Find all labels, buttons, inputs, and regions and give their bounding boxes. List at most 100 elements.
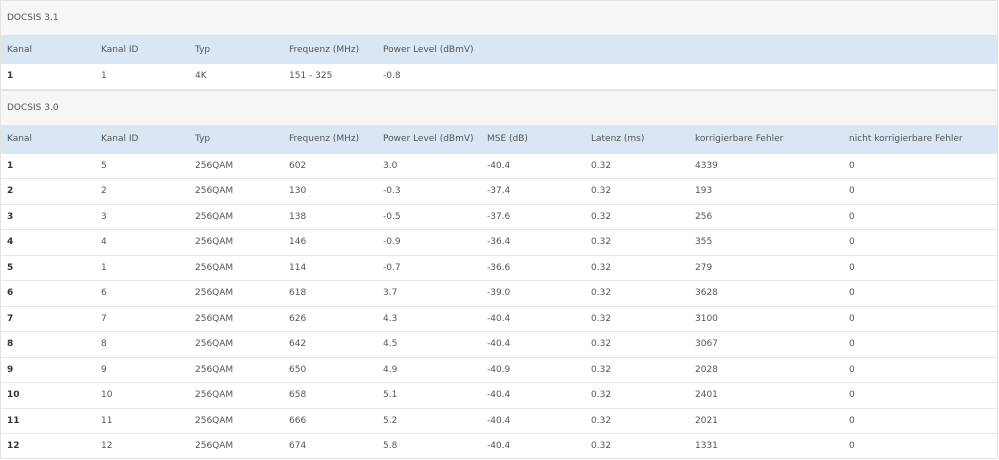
table-cell: 0 [849,160,855,171]
column-header: Power Level (dBmV) [383,134,474,144]
table-cell: 0.32 [591,415,612,426]
table-cell: 0.32 [591,160,612,171]
table-cell: 130 [289,186,307,197]
column-header: Power Level (dBmV) [383,44,474,55]
table-row: 10 10 256QAM 658 5.1 -40.4 0.32 2401 0 [1,383,997,409]
table-cell: 4.5 [383,339,398,350]
table-row: 1 1 4K 151 - 325 -0.8 [1,64,997,90]
column-header: korrigierbare Fehler [695,134,784,144]
header-row: Kanal Kanal ID Typ Frequenz (MHz) Power Leve… [1,36,997,64]
table-cell: -0.8 [383,71,401,82]
table-cell: 0.32 [591,186,612,197]
table-cell: 4 [101,237,107,248]
table-cell: 0 [849,186,855,197]
table-cell: 0 [849,237,855,248]
table-cell: 256QAM [195,262,234,273]
table-cell: -0.9 [383,237,401,248]
table-row: 9 9 256QAM 650 4.9 -40.9 0.32 2028 0 [1,358,997,383]
table-cell: 0 [849,415,855,426]
table-cell: 256QAM [195,441,234,452]
table-cell: 279 [695,262,713,273]
table-cell: -37.4 [487,186,511,197]
table-cell: 256QAM [195,390,234,401]
table-cell: 7 [7,313,14,324]
table-cell: -37.6 [487,211,511,222]
table-cell: 3.0 [383,160,398,171]
table-cell: 0 [849,390,855,401]
table-cell: 138 [289,211,307,222]
table-cell: 6 [7,288,14,299]
table-cell: 2 [7,186,14,197]
table-cell: 12 [7,441,20,452]
table-cell: -40.9 [487,364,511,375]
table-cell: 618 [289,288,307,299]
column-header: Kanal ID [101,44,139,55]
table-cell: 5.2 [383,415,398,426]
table-cell: 10 [7,390,20,401]
table-cell: 3100 [695,313,718,324]
table-cell: 2028 [695,364,718,375]
table-cell: 11 [101,415,113,426]
table-cell: 6 [101,288,107,299]
column-header: Kanal [7,134,32,144]
table-cell: 1331 [695,441,718,452]
table-cell: -40.4 [487,415,511,426]
table-cell: 602 [289,160,307,171]
column-header: Frequenz (MHz) [289,44,360,55]
table-cell: 4K [195,71,207,82]
table-cell: 4339 [695,160,718,171]
table-row: 11 11 256QAM 666 5.2 -40.4 0.32 2021 0 [1,409,997,434]
table-cell: 146 [289,237,307,248]
table-cell: 5.8 [383,441,398,452]
table-cell: 0 [849,262,855,273]
table-cell: 256QAM [195,313,234,324]
table-cell: -0.5 [383,211,401,222]
table-cell: -36.4 [487,237,511,248]
table-cell: 4.3 [383,313,398,324]
table-row: 12 12 256QAM 674 5.8 -40.4 0.32 1331 0 [1,434,997,458]
table-cell: 0 [849,313,855,324]
table-cell: 0.32 [591,441,612,452]
column-header: MSE (dB) [487,134,528,144]
table-cell: 642 [289,339,307,350]
section-title: DOCSIS 3.0 [1,89,997,126]
table-cell: 11 [7,415,20,426]
table-cell: -40.4 [487,441,511,452]
table-row: 4 4 256QAM 146 -0.9 -36.4 0.32 355 0 [1,230,997,256]
table-cell: 5 [101,160,107,171]
table-cell: -0.7 [383,262,401,273]
table-cell: 256QAM [195,339,234,350]
table-cell: 3 [101,211,107,222]
table-cell: 1 [7,160,14,171]
table-cell: 9 [101,364,107,375]
table-cell: -40.4 [487,390,511,401]
table-cell: 0 [849,288,855,299]
column-header: Frequenz (MHz) [289,134,360,144]
table-cell: 674 [289,441,307,452]
table-cell: 658 [289,390,307,401]
table-cell: 256QAM [195,415,234,426]
table-cell: -40.4 [487,339,511,350]
table-cell: 3628 [695,288,718,299]
table-cell: 0.32 [591,313,612,324]
table-cell: 0 [849,441,855,452]
table-row: 1 5 256QAM 602 3.0 -40.4 0.32 4339 0 [1,154,997,179]
column-header: Latenz (ms) [591,134,645,144]
table-cell: 3 [7,211,14,222]
table-cell: 2401 [695,390,718,401]
table-cell: 256QAM [195,364,234,375]
table-cell: 0.32 [591,211,612,222]
table-cell: 1 [101,262,107,273]
table-cell: 3.7 [383,288,398,299]
table-cell: 2021 [695,415,718,426]
table-cell: 0.32 [591,339,612,350]
table-cell: 0.32 [591,390,612,401]
table-cell: -40.4 [487,313,511,324]
table-cell: 0 [849,364,855,375]
table-cell: 0 [849,211,855,222]
table-cell: 10 [101,390,113,401]
table-row: 6 6 256QAM 618 3.7 -39.0 0.32 3628 0 [1,281,997,307]
column-header: nicht korrigierbare Fehler [849,134,963,144]
table-cell: 0.32 [591,262,612,273]
